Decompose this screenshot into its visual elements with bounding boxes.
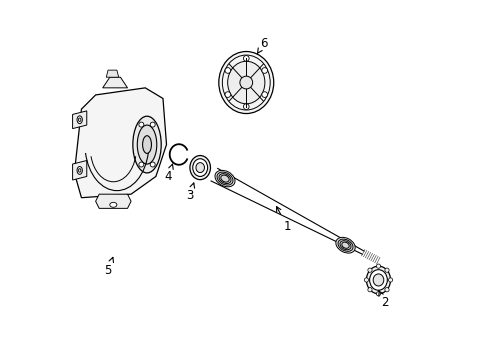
Ellipse shape: [196, 163, 204, 172]
Circle shape: [364, 278, 368, 282]
Text: 3: 3: [185, 183, 194, 202]
Text: 2: 2: [378, 291, 387, 309]
Ellipse shape: [227, 61, 264, 104]
Polygon shape: [96, 194, 131, 208]
Ellipse shape: [137, 125, 157, 164]
Text: 5: 5: [104, 257, 113, 277]
Ellipse shape: [339, 241, 350, 250]
Ellipse shape: [78, 168, 81, 172]
Circle shape: [224, 68, 230, 73]
Circle shape: [384, 288, 388, 292]
Ellipse shape: [366, 266, 390, 294]
Ellipse shape: [219, 174, 230, 184]
Circle shape: [139, 122, 143, 127]
Circle shape: [139, 162, 143, 167]
Circle shape: [224, 92, 230, 98]
Ellipse shape: [217, 172, 233, 185]
Ellipse shape: [215, 170, 235, 187]
Circle shape: [150, 122, 155, 127]
Circle shape: [243, 55, 248, 61]
Polygon shape: [102, 77, 127, 88]
Text: 6: 6: [257, 37, 267, 53]
Polygon shape: [72, 161, 86, 180]
Ellipse shape: [78, 118, 81, 122]
Circle shape: [384, 268, 388, 272]
Ellipse shape: [142, 136, 151, 153]
Ellipse shape: [189, 156, 210, 180]
Text: 1: 1: [276, 207, 290, 233]
Ellipse shape: [77, 116, 82, 123]
Circle shape: [376, 292, 380, 296]
Polygon shape: [106, 70, 119, 77]
Circle shape: [376, 264, 380, 268]
Ellipse shape: [110, 202, 117, 207]
Ellipse shape: [133, 116, 161, 173]
Ellipse shape: [77, 167, 82, 174]
Ellipse shape: [369, 270, 386, 290]
Ellipse shape: [335, 237, 354, 253]
Ellipse shape: [372, 274, 383, 286]
Ellipse shape: [337, 239, 352, 251]
Circle shape: [150, 162, 155, 167]
Ellipse shape: [221, 175, 229, 182]
Circle shape: [387, 278, 392, 282]
Circle shape: [240, 76, 252, 89]
Circle shape: [261, 68, 267, 73]
Ellipse shape: [218, 51, 273, 113]
Text: 4: 4: [164, 164, 173, 183]
Polygon shape: [74, 88, 166, 198]
Circle shape: [261, 92, 267, 98]
Ellipse shape: [341, 242, 348, 248]
Circle shape: [243, 104, 248, 109]
Polygon shape: [72, 111, 86, 129]
Circle shape: [367, 288, 371, 292]
Circle shape: [367, 268, 371, 272]
Ellipse shape: [192, 159, 207, 176]
